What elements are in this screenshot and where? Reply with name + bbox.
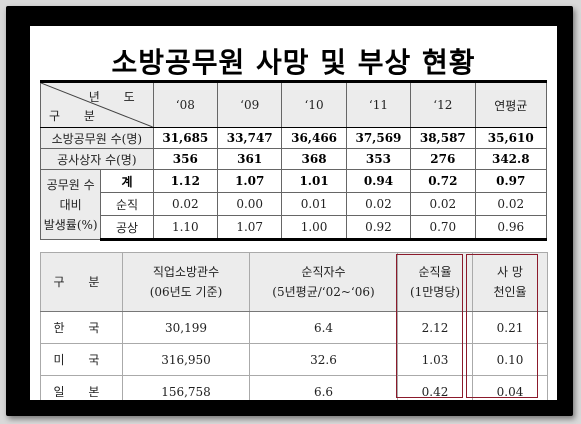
table-cell: 32.6 <box>249 343 398 376</box>
average-header: 연평균 <box>474 80 548 128</box>
header-firefighter-count: 직업소방관수 (06년도 기준) <box>122 252 250 312</box>
table-cell: 0.96 <box>474 215 548 241</box>
table-cell: 35,610 <box>474 127 548 149</box>
table-cell: 276 <box>410 148 476 170</box>
category-axis-label: 구 분 <box>49 109 105 123</box>
table-cell: 31,685 <box>152 127 219 149</box>
table-cell: 0.10 <box>472 343 548 376</box>
table-cell: 356 <box>152 148 219 170</box>
sub-row-label: 공상 <box>100 215 154 241</box>
table-cell: 0.72 <box>410 169 476 193</box>
year-header: ‘10 <box>281 80 347 128</box>
rate-group-label: 공무원 수 대비 발생률(%) <box>39 169 102 240</box>
table-cell: 353 <box>345 148 412 170</box>
table-cell: 2.12 <box>397 311 473 344</box>
table-cell: 0.94 <box>345 169 412 193</box>
table-row: 일 본 156,758 6.6 0.42 0.04 <box>40 375 548 400</box>
year-axis-label: 년 도 <box>88 90 145 104</box>
table-cell: 361 <box>217 148 283 170</box>
table-cell: 368 <box>281 148 347 170</box>
table-cell: 6.6 <box>249 375 398 400</box>
row-label: 공사상자 수(명) <box>40 148 154 170</box>
table-cell: 0.02 <box>410 192 476 216</box>
header-deaths: 순직자수 (5년평균/‘02~‘06) <box>249 252 398 312</box>
table-cell: 1.01 <box>281 169 347 193</box>
table-row: 공사상자 수(명) 356 361 368 353 276 342.8 <box>40 148 548 170</box>
per-thousand-highlight <box>466 254 538 398</box>
table-cell: 0.92 <box>345 215 412 241</box>
country-label: 한 국 <box>40 311 123 344</box>
country-label: 일 본 <box>40 375 123 400</box>
table-cell: 6.4 <box>249 311 398 344</box>
table-cell: 156,758 <box>122 375 250 400</box>
sub-row-label: 계 <box>100 169 154 193</box>
table-cell: 1.03 <box>397 343 473 376</box>
table-row: 소방공무원 수(명) 31,685 33,747 36,466 37,569 3… <box>40 127 548 149</box>
table-cell: 342.8 <box>474 148 548 170</box>
table-cell: 1.10 <box>152 215 219 241</box>
table-cell: 36,466 <box>281 127 347 149</box>
table-cell: 0.01 <box>281 192 347 216</box>
international-comparison-table: 구 분 직업소방관수 (06년도 기준) 순직자수 (5년평균/‘02~‘06) 순… <box>40 252 548 400</box>
table-cell: 0.02 <box>474 192 548 216</box>
table-cell: 37,569 <box>345 127 412 149</box>
sub-row-label: 순직 <box>100 192 154 216</box>
table-cell: 1.12 <box>152 169 219 193</box>
header-per-thousand-rate: 사 망 천인율 <box>472 252 548 312</box>
corner-header-cell: 년 도 구 분 <box>40 80 154 128</box>
table-cell: 0.97 <box>474 169 548 193</box>
table-cell: 30,199 <box>122 311 250 344</box>
table-cell: 38,587 <box>410 127 476 149</box>
death-rate-highlight <box>396 254 463 398</box>
header-death-rate: 순직율 (1만명당) <box>397 252 473 312</box>
table-row: 순직 0.02 0.00 0.01 0.02 0.02 0.02 <box>41 192 548 216</box>
table-cell: 0.21 <box>472 311 548 344</box>
table-row: 공무원 수 대비 발생률(%) 계 1.12 1.07 1.01 0.94 0.… <box>39 169 548 240</box>
page-title: 소방공무원 사망 및 부상 현황 <box>111 46 476 79</box>
table-cell: 0.02 <box>345 192 412 216</box>
table-cell: 0.02 <box>152 192 219 216</box>
table-cell: 1.07 <box>217 215 283 241</box>
table-cell: 0.70 <box>410 215 476 241</box>
table-cell: 1.00 <box>281 215 347 241</box>
table-cell: 1.07 <box>217 169 283 193</box>
table-cell: 0.42 <box>397 375 473 400</box>
table-cell: 0.04 <box>472 375 548 400</box>
table-row: 한 국 30,199 6.4 2.12 0.21 <box>40 311 548 344</box>
table-cell: 316,950 <box>122 343 250 376</box>
photo-frame: 소방공무원 사망 및 부상 현황 년 도 구 분 ‘08 ‘09 ‘10 ‘11… <box>6 6 573 416</box>
header-category: 구 분 <box>40 252 123 312</box>
year-header: ‘11 <box>345 80 412 128</box>
table-cell: 0.00 <box>217 192 283 216</box>
document-page: 소방공무원 사망 및 부상 현황 년 도 구 분 ‘08 ‘09 ‘10 ‘11… <box>30 26 557 400</box>
year-header: ‘08 <box>152 80 219 128</box>
year-header: ‘12 <box>410 80 476 128</box>
table-cell: 33,747 <box>217 127 283 149</box>
casualty-stats-table: 년 도 구 분 ‘08 ‘09 ‘10 ‘11 ‘12 연평균 소방공무원 수(… <box>39 80 548 241</box>
row-label: 소방공무원 수(명) <box>40 127 154 149</box>
table-row: 공상 1.10 1.07 1.00 0.92 0.70 0.96 <box>41 215 548 241</box>
year-header: ‘09 <box>217 80 283 128</box>
country-label: 미 국 <box>40 343 123 376</box>
